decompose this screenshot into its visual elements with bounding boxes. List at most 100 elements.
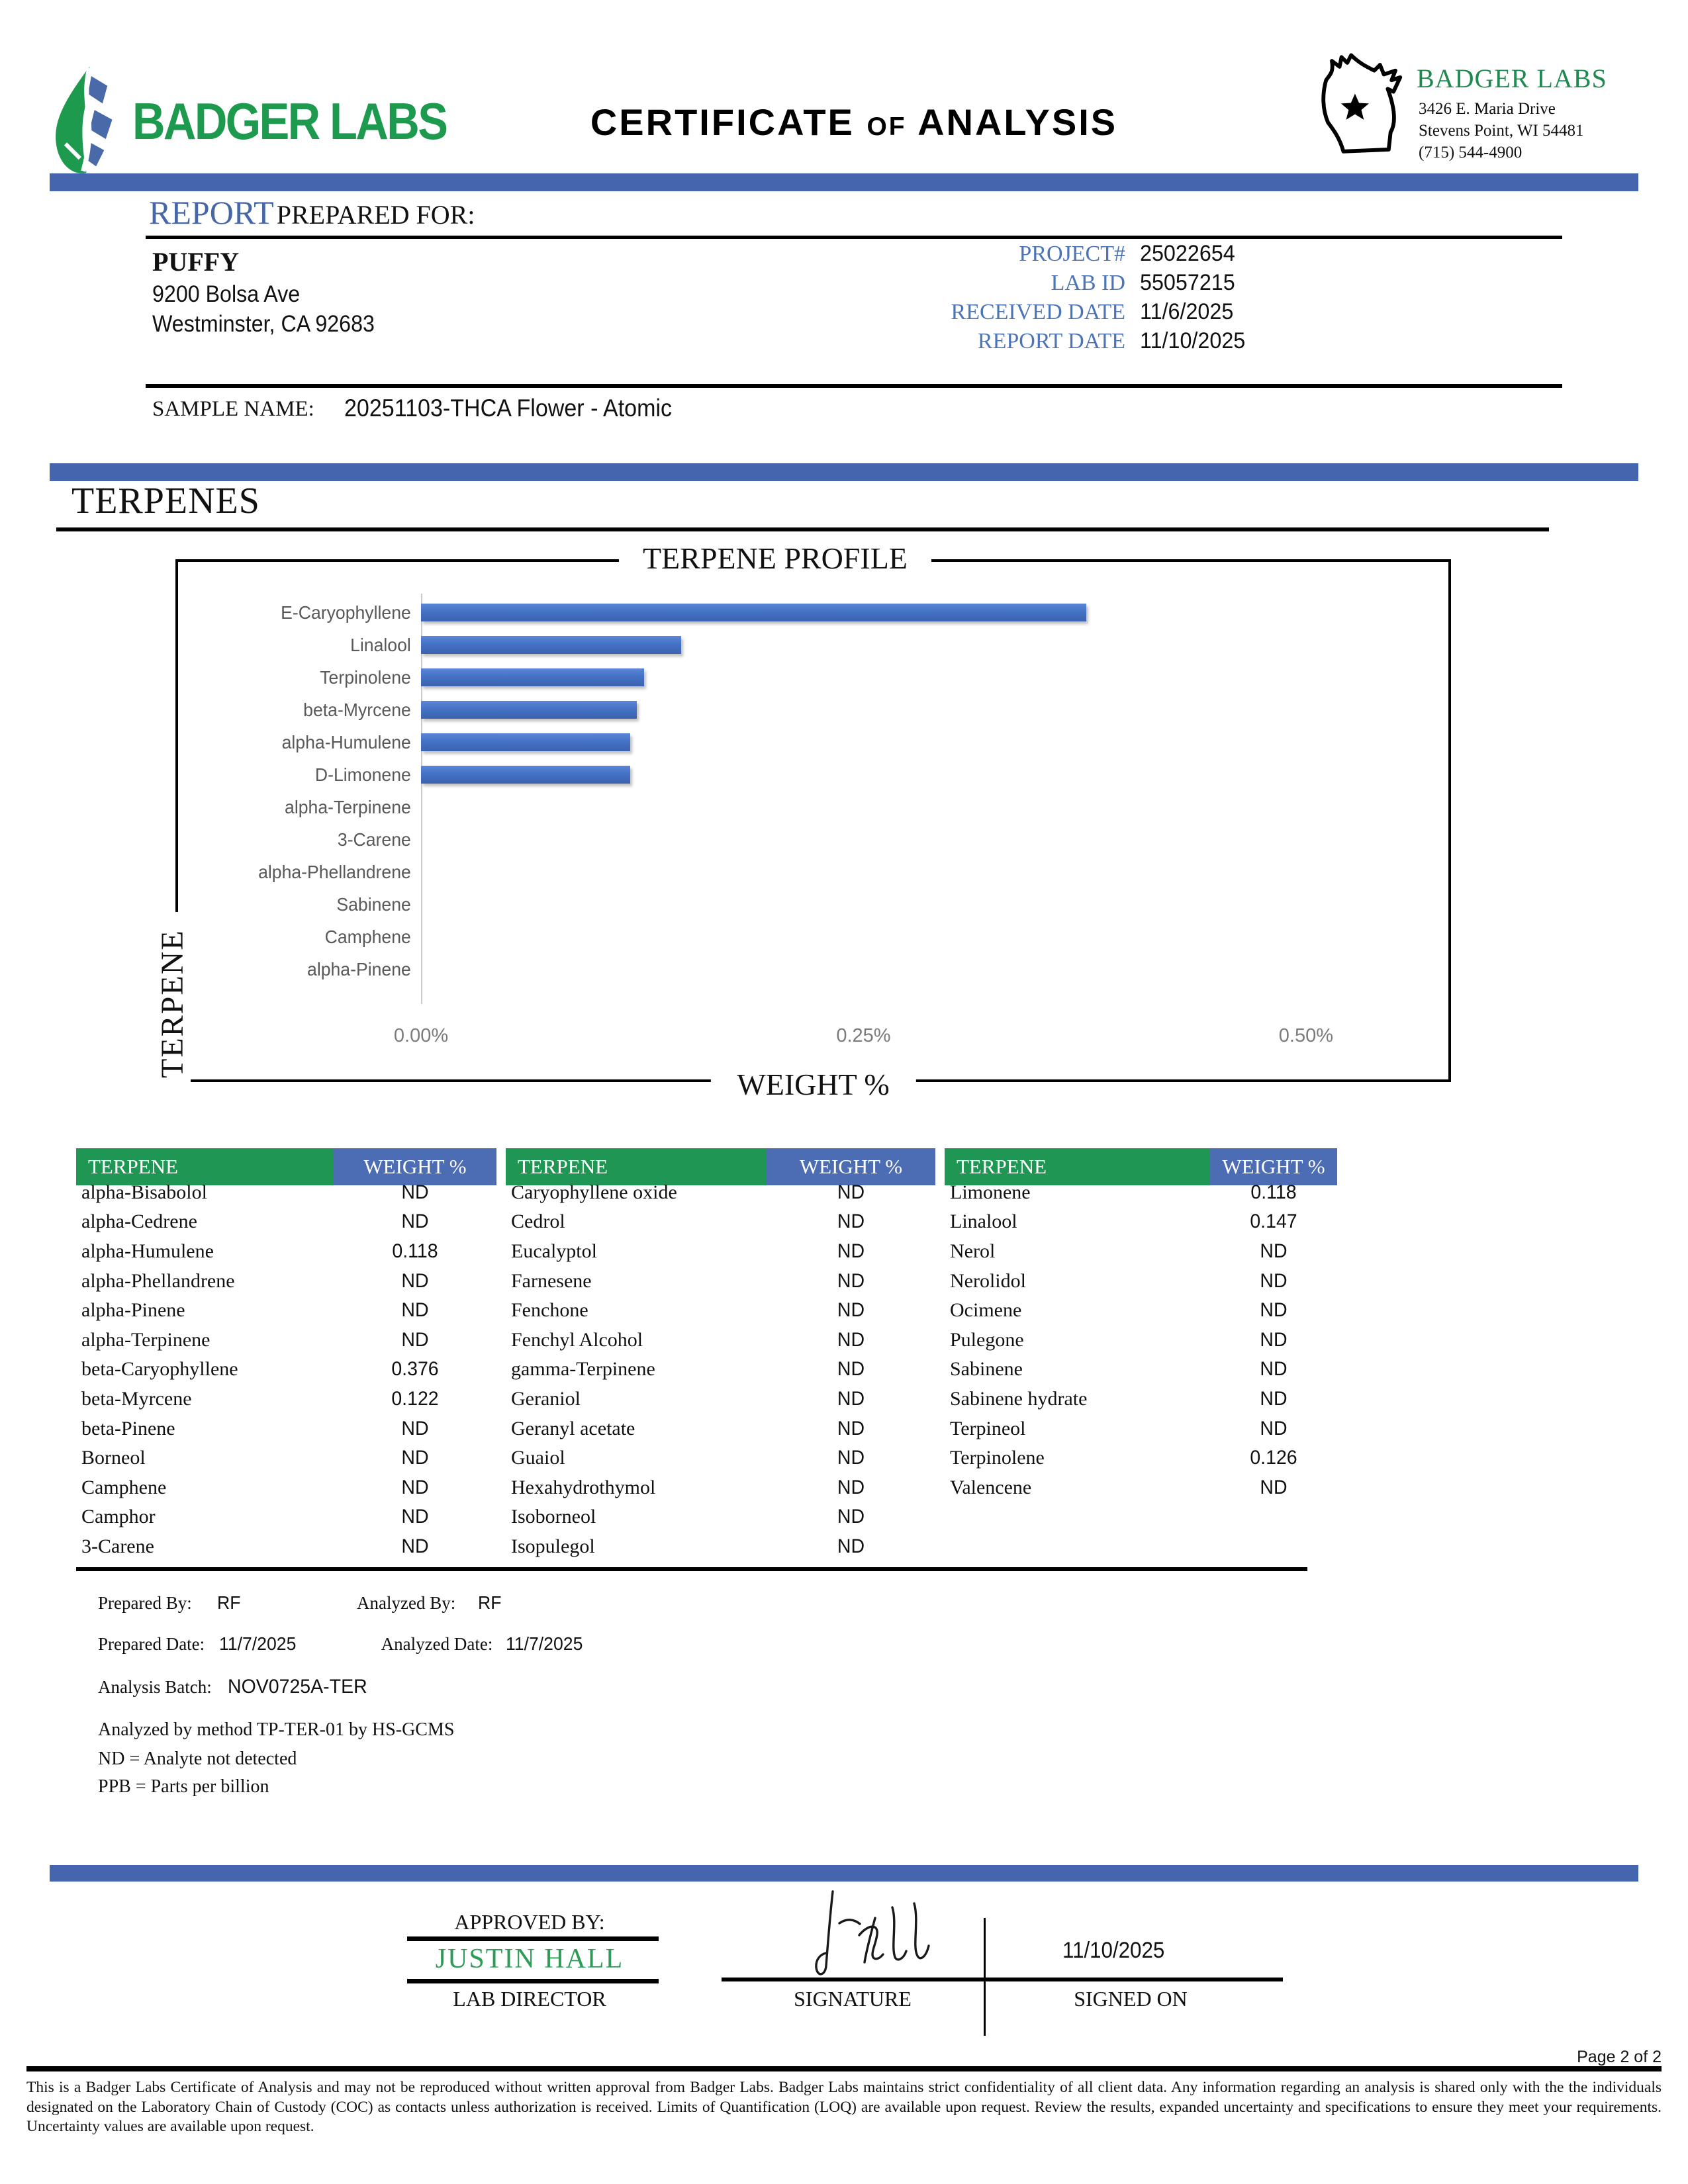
lab-address-line: 3426 E. Maria Drive [1419, 100, 1556, 118]
terpene-name-cell: 3-Carene [81, 1535, 154, 1558]
approved-by-label: APPROVED BY: [454, 1910, 605, 1934]
terpene-name-cell: Geranyl acetate [511, 1417, 635, 1439]
chart-bar-row: beta-Myrcene [186, 694, 1442, 726]
disclaimer-text: This is a Badger Labs Certificate of Ana… [26, 2079, 1662, 2135]
analyzed-date-label: Analyzed Date: [381, 1634, 493, 1654]
wisconsin-map-icon [1321, 53, 1403, 154]
terpene-name-cell: beta-Pinene [81, 1417, 175, 1439]
leaf-blue-facet [88, 76, 108, 104]
terpene-name-cell: Guaiol [511, 1447, 565, 1469]
chart-bar-row: Camphene [186, 921, 1442, 953]
ppb-note: PPB = Parts per billion [98, 1776, 269, 1797]
terpene-name-cell: Sabinene hydrate [950, 1388, 1088, 1410]
terpene-name-cell: Fenchyl Alcohol [511, 1328, 643, 1351]
terpenes-section-title: TERPENES [71, 480, 260, 522]
analyzed-by-value: RF [478, 1592, 502, 1613]
badger-labs-leaf-logo [56, 66, 113, 173]
chart-category-label: Linalool [350, 634, 411, 655]
chart-category-label: alpha-Terpinene [285, 796, 411, 817]
terpene-name-cell: Caryophyllene oxide [511, 1181, 677, 1203]
chart-bar [421, 766, 630, 784]
chart-category-label: Camphene [324, 926, 411, 947]
sample-rule [146, 384, 1562, 388]
report-field-label: LAB ID [1051, 271, 1125, 295]
chart-bar-track [421, 921, 1442, 953]
chart-bar-row: Linalool [186, 629, 1442, 661]
signature-divider-line [984, 1918, 986, 2036]
prepared-for-label: PREPARED FOR: [276, 200, 475, 230]
terpene-name-cell: beta-Myrcene [81, 1388, 192, 1410]
leaf-green-half [56, 66, 90, 173]
chart-x-tick-label: 0.00% [393, 1025, 449, 1046]
chart-bar-row: E-Caryophyllene [186, 596, 1442, 629]
leaf-vein [64, 142, 81, 160]
terpene-name-cell: Fenchone [511, 1299, 588, 1322]
client-name: PUFFY [152, 247, 240, 277]
terpene-name-cell: alpha-Pinene [81, 1299, 185, 1322]
terpene-name-cell: Terpineol [950, 1417, 1026, 1439]
prepared-date-value: 11/7/2025 [219, 1633, 297, 1654]
leaf-blue-facet [89, 110, 113, 139]
terpene-profile-chart: TERPENE PROFILE TERPENE WEIGHT % E-Caryo… [154, 541, 1451, 1102]
analysis-batch-value: NOV0725A-TER [227, 1676, 367, 1698]
report-field-row: LAB ID 55057215 [827, 270, 1251, 299]
chart-bar-track [421, 953, 1442, 985]
batch-row: Analysis Batch: NOV0725A-TER [98, 1676, 374, 1698]
chart-bar-row: Sabinene [186, 888, 1442, 921]
terpene-name-cell: alpha-Bisabolol [81, 1181, 207, 1203]
terpenes-rule [56, 527, 1549, 531]
terpene-weight-cell: ND [837, 1447, 865, 1469]
terpene-name-cell: Hexahydrothymol [511, 1476, 656, 1498]
chart-bar-row: Terpinolene [186, 661, 1442, 694]
chart-bar [421, 636, 682, 654]
chart-bar-track [421, 596, 1442, 629]
chart-bar [421, 668, 644, 686]
terpene-weight-cell: ND [837, 1358, 865, 1381]
signature-label: SIGNATURE [794, 1987, 912, 2011]
terpene-name-cell: Sabinene [950, 1358, 1023, 1381]
terpene-name-cell: alpha-Cedrene [81, 1210, 197, 1233]
prepared-by-value: RF [216, 1592, 241, 1613]
chart-bar-row: alpha-Humulene [186, 726, 1442, 758]
terpene-weight-cell: ND [1260, 1240, 1288, 1263]
chart-axis-line [421, 594, 422, 1004]
chart-bar-row: 3-Carene [186, 823, 1442, 856]
terpene-name-cell: Isopulegol [511, 1535, 595, 1558]
chart-bar-track [421, 823, 1442, 856]
chart-category-label: E-Caryophyllene [281, 602, 411, 623]
terpene-weight-cell: ND [401, 1476, 429, 1498]
terpene-name-cell: Isoborneol [511, 1506, 596, 1528]
terpene-weight-cell: ND [1260, 1358, 1288, 1381]
terpene-name-cell: Terpinolene [950, 1447, 1045, 1469]
chart-category-label: alpha-Pinene [307, 958, 411, 979]
chart-bar-track [421, 856, 1442, 888]
terpene-weight-cell: ND [401, 1181, 429, 1203]
chart-x-axis-label: WEIGHT % [710, 1067, 916, 1102]
header-divider-bar [50, 173, 1638, 191]
terpene-name-cell: Limonene [950, 1181, 1031, 1203]
terpene-table: TERPENE WEIGHT % alpha-Bisabolol ND alpha-… [76, 1148, 1337, 1561]
terpene-weight-cell: 0.122 [391, 1388, 439, 1410]
terpene-weight-cell: ND [837, 1535, 865, 1558]
footer-divider-bar [50, 1865, 1638, 1882]
page-title: CERTIFICATE of ANALYSIS [590, 101, 1118, 143]
terpene-weight-cell: 0.147 [1250, 1210, 1297, 1233]
signed-on-label: SIGNED ON [1074, 1987, 1188, 2011]
nd-note: ND = Analyte not detected [98, 1749, 297, 1769]
terpene-weight-cell: ND [401, 1269, 429, 1292]
report-field-value: 11/6/2025 [1140, 299, 1234, 324]
report-field-row: RECEIVED DATE 11/6/2025 [827, 299, 1251, 328]
leaf-vein [81, 67, 92, 172]
terpene-name-cell: alpha-Phellandrene [81, 1269, 235, 1292]
sample-name-value: 20251103-THCA Flower - Atomic [344, 394, 673, 422]
prepared-date-label: Prepared Date: [98, 1634, 205, 1654]
report-field-value: 55057215 [1140, 270, 1235, 295]
chart-bar-track [421, 661, 1442, 694]
terpene-table-group: TERPENE WEIGHT % Caryophyllene oxide ND Ce… [506, 1148, 935, 1561]
terpene-weight-cell: ND [837, 1299, 865, 1322]
terpene-weight-cell: ND [1260, 1388, 1288, 1410]
chart-x-ticks: 0.00% 0.25% 0.50% [394, 1025, 1442, 1052]
report-field-row: REPORT DATE 11/10/2025 [827, 328, 1251, 357]
terpene-name-cell: Linalool [950, 1210, 1017, 1233]
